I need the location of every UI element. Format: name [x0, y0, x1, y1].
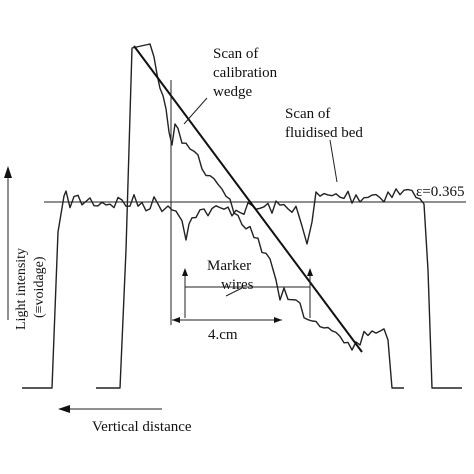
bed-label-pointer: [329, 139, 338, 183]
voidage-value-label: ε=0.365: [416, 184, 465, 200]
y-axis-label-line1: Light intensity: [14, 248, 29, 330]
marker-wire-left-arrowhead: [182, 268, 188, 276]
wedge-label-pointer: [183, 97, 208, 125]
calibration-wedge-trace: [96, 43, 404, 389]
x-axis-label: Vertical distance: [92, 419, 192, 435]
y-axis-label-line2: (≡voidage): [32, 256, 47, 318]
bed-label-line2: fluidised bed: [285, 125, 363, 141]
scale-bar-left-arrowhead: [172, 317, 180, 323]
marker-wire-right-arrowhead: [307, 268, 313, 276]
calibration-label-line2: calibration: [213, 65, 278, 81]
wedge-fit-line: [133, 45, 363, 353]
y-axis-arrowhead: [4, 166, 12, 178]
marker-label-pointer: [225, 287, 243, 297]
bed-label-line1: Scan of: [285, 106, 330, 122]
marker-label-line2: wires: [221, 277, 254, 293]
x-axis-arrowhead: [58, 405, 70, 413]
fluidised-bed-trace: [22, 188, 462, 389]
calibration-label-line3: wedge: [213, 84, 252, 100]
marker-label-line1: Marker: [207, 258, 251, 274]
scale-bar-right-arrowhead: [274, 317, 282, 323]
scale-label: 4.cm: [208, 327, 238, 343]
calibration-label-line1: Scan of: [213, 46, 258, 62]
